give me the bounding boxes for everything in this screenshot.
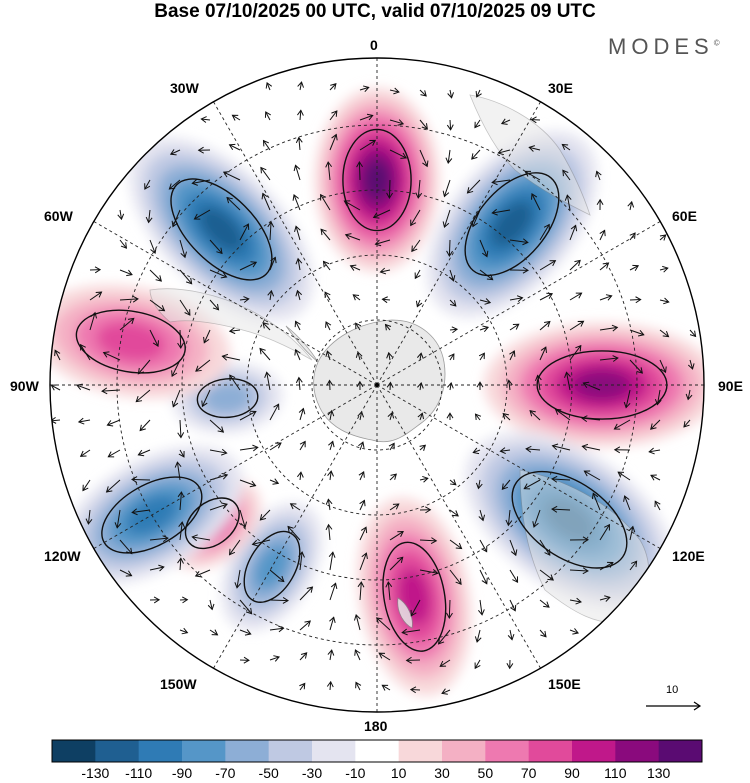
colorbar-tick-label: 110 xyxy=(604,765,627,781)
streamline-loop xyxy=(511,470,628,569)
colorbar-swatch xyxy=(312,740,356,762)
streamline-loop xyxy=(170,178,273,281)
reference-vector-label: 10 xyxy=(666,684,679,696)
colorbar-tick-label: -10 xyxy=(345,765,366,781)
colorbar-swatch xyxy=(138,740,183,762)
colorbar-tick-label: 70 xyxy=(520,765,537,781)
lon-label-60e: 60E xyxy=(672,208,697,224)
colorbar-tick-label: -130 xyxy=(81,765,110,781)
colorbar-tick-label: -110 xyxy=(125,765,153,781)
anomaly-positive-center-170E xyxy=(357,497,472,696)
lon-label-60w: 60W xyxy=(44,208,73,224)
colorbar-swatch xyxy=(52,740,96,762)
colorbar-tick-label: -90 xyxy=(171,765,193,781)
lon-label-30e: 30E xyxy=(548,80,573,96)
land-masses xyxy=(149,94,650,629)
colorbar-swatch xyxy=(268,740,313,762)
colorbar-swatch xyxy=(442,740,486,762)
lon-label-0: 0 xyxy=(370,37,378,53)
streamline-loop xyxy=(464,172,560,277)
reference-vector xyxy=(646,701,702,711)
colorbar-swatch xyxy=(615,740,660,762)
colorbar-swatch xyxy=(485,740,530,762)
streamline-loop xyxy=(382,541,447,652)
lon-label-120e: 120E xyxy=(672,548,705,564)
colorbar-tick-label: 30 xyxy=(434,765,450,781)
streamline-loop xyxy=(342,128,412,232)
streamline-loop xyxy=(184,497,240,550)
colorbar-swatch xyxy=(398,740,443,762)
colorbar-tick-label: -30 xyxy=(301,765,323,781)
lon-label-120w: 120W xyxy=(44,548,81,564)
lon-label-180: 180 xyxy=(364,718,388,734)
wind-vectors xyxy=(50,81,697,695)
colorbar-swatch xyxy=(528,740,573,762)
colorbar xyxy=(52,740,703,762)
new-zealand xyxy=(397,597,413,629)
lon-label-150w: 150W xyxy=(160,676,197,692)
south-america xyxy=(149,288,313,361)
colorbar-tick-label: -70 xyxy=(215,765,236,781)
south-pole-marker xyxy=(375,383,379,387)
page-title: Base 07/10/2025 00 UTC, valid 07/10/2025… xyxy=(154,1,596,22)
graticule xyxy=(50,58,704,712)
colorbar-swatch xyxy=(355,740,400,762)
colorbar-swatch xyxy=(658,740,703,762)
streamline-loop xyxy=(75,309,186,374)
map-border xyxy=(49,57,705,713)
colorbar-swatch xyxy=(182,740,226,762)
colorbar-swatch xyxy=(572,740,616,762)
colorbar-tick-label: 50 xyxy=(477,765,494,781)
colorbar-frame xyxy=(51,739,703,763)
streamline-loop xyxy=(196,378,259,419)
lon-label-150e: 150E xyxy=(548,676,581,692)
colorbar-tick-label: 130 xyxy=(646,765,671,781)
lon-label-30w: 30W xyxy=(170,80,199,96)
colorbar-swatch xyxy=(95,740,140,762)
colorbar-tick-label: 10 xyxy=(390,765,407,781)
antarctic-peninsula xyxy=(285,325,319,363)
colorbar-tick-label: 90 xyxy=(564,765,580,781)
lon-label-90e: 90E xyxy=(718,378,743,394)
antarctica xyxy=(313,319,446,443)
brand-logo: MODES© xyxy=(608,34,720,59)
lon-label-90w: 90W xyxy=(10,378,39,394)
africa xyxy=(469,94,591,216)
colorbar-tick-label: -50 xyxy=(258,765,279,781)
colorbar-swatch xyxy=(225,740,270,762)
